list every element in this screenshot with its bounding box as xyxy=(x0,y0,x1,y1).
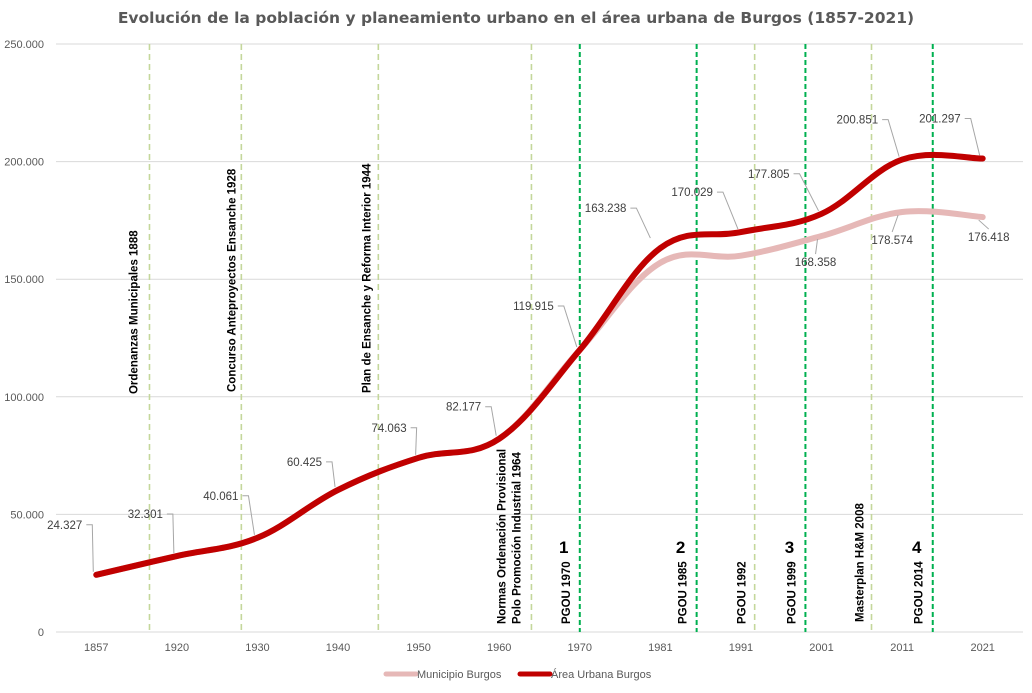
x-tick-label: 2021 xyxy=(970,642,994,654)
reference-label-1888: Ordenanzas Municipales 1888 xyxy=(128,230,140,394)
leader-line xyxy=(242,495,255,535)
data-label: 168.358 xyxy=(795,257,837,269)
reference-lines: Ordenanzas Municipales 1888 Concurso Ante… xyxy=(128,44,934,632)
data-point xyxy=(901,211,903,213)
reference-label-1944: Plan de Ensanche y Reforma Interior 1944 xyxy=(361,163,373,393)
data-label: 74.063 xyxy=(371,423,406,435)
leader-line xyxy=(978,219,990,230)
data-point xyxy=(176,555,178,557)
reference-label-1964-line2: Polo Promoción Industrial 1964 xyxy=(511,451,523,624)
x-tick-label: 1991 xyxy=(729,642,753,654)
y-tick-label: 100.000 xyxy=(4,392,44,404)
data-point xyxy=(901,159,903,161)
data-point xyxy=(95,574,97,576)
phase-number-3: 3 xyxy=(785,538,794,557)
y-tick-label: 200.000 xyxy=(4,157,44,169)
leader-line xyxy=(326,461,336,487)
x-tick-label: 1960 xyxy=(487,642,511,654)
reference-label-1999: PGOU 1999 xyxy=(786,561,798,624)
data-point xyxy=(821,235,823,237)
leader-line xyxy=(166,513,175,554)
data-point xyxy=(498,438,500,440)
data-point xyxy=(579,349,581,351)
data-labels: 168.358 178.574 176.418 24.327 32.301 40.061 6… xyxy=(47,114,1009,572)
leader-line xyxy=(557,305,578,348)
data-point xyxy=(740,255,742,257)
data-point xyxy=(821,213,823,215)
x-tick-label: 1950 xyxy=(406,642,430,654)
data-label: 82.177 xyxy=(446,402,481,414)
leader-line xyxy=(815,238,819,255)
legend[interactable]: Municipio Burgos Área Urbana Burgos xyxy=(383,668,652,681)
chart-title: Evolución de la población y planeamiento… xyxy=(118,9,914,27)
y-tick-label: 250.000 xyxy=(4,39,44,51)
data-point xyxy=(418,457,420,459)
data-point xyxy=(740,231,742,233)
y-tick-label: 150.000 xyxy=(4,274,44,286)
legend-label-area-urbana[interactable]: Área Urbana Burgos xyxy=(551,668,652,681)
data-label: 170.029 xyxy=(671,187,713,199)
phase-number-2: 2 xyxy=(676,538,685,557)
data-point xyxy=(982,216,984,218)
legend-label-municipio[interactable]: Municipio Burgos xyxy=(417,669,502,681)
leader-line xyxy=(86,524,94,572)
data-label: 40.061 xyxy=(203,491,238,503)
data-label: 200.851 xyxy=(837,115,879,127)
reference-label-1964-line1: Normas Ordenación Provisional xyxy=(496,449,508,624)
x-tick-label: 2001 xyxy=(809,642,833,654)
y-tick-label: 50.000 xyxy=(10,509,44,521)
y-axis: 0 50.000 100.000 150.000 200.000 250.000 xyxy=(4,39,44,639)
data-label: 119.915 xyxy=(513,301,554,313)
phase-number-4: 4 xyxy=(912,538,922,557)
reference-label-1985: PGOU 1985 xyxy=(678,561,690,624)
x-tick-label: 1920 xyxy=(165,642,189,654)
leader-line xyxy=(891,214,899,233)
leader-line xyxy=(716,191,739,230)
data-label: 176.418 xyxy=(968,232,1010,244)
reference-label-1928: Concurso Anteproyectos Ensanche 1928 xyxy=(226,168,238,392)
x-tick-label: 2011 xyxy=(890,642,914,654)
y-tick-label: 0 xyxy=(38,627,44,639)
x-tick-label: 1857 xyxy=(84,642,108,654)
reference-label-1992: PGOU 1992 xyxy=(737,561,749,624)
data-point xyxy=(256,537,258,539)
leader-line xyxy=(793,173,819,212)
data-label: 201.297 xyxy=(919,114,961,126)
data-label: 24.327 xyxy=(47,520,82,532)
x-tick-label: 1981 xyxy=(648,642,672,654)
gridlines xyxy=(56,43,1023,633)
data-label: 178.574 xyxy=(871,235,913,247)
x-tick-label: 1970 xyxy=(568,642,592,654)
reference-label-2008: Masterplan H&M 2008 xyxy=(855,503,867,622)
data-label: 60.425 xyxy=(287,457,322,469)
data-point xyxy=(337,489,339,491)
series-line-area-urbana xyxy=(93,151,986,578)
leader-line xyxy=(630,207,651,239)
data-point xyxy=(659,247,661,249)
series-lines xyxy=(93,151,986,578)
leader-line xyxy=(882,119,900,157)
reference-label-2014: PGOU 2014 xyxy=(914,561,926,624)
leader-line xyxy=(410,427,418,455)
data-label: 163.238 xyxy=(585,203,627,215)
leader-line xyxy=(964,118,981,156)
phase-number-1: 1 xyxy=(559,538,568,557)
data-label: 177.805 xyxy=(748,169,790,181)
data-point xyxy=(982,158,984,160)
data-label: 32.301 xyxy=(128,509,163,521)
leader-line xyxy=(485,406,497,436)
reference-label-1970: PGOU 1970 xyxy=(561,561,573,624)
x-axis: 1857 1920 1930 1940 1950 1960 1970 1981 1991 2001… xyxy=(84,642,995,654)
x-tick-label: 1940 xyxy=(326,642,350,654)
data-point xyxy=(659,262,661,264)
x-tick-label: 1930 xyxy=(245,642,269,654)
